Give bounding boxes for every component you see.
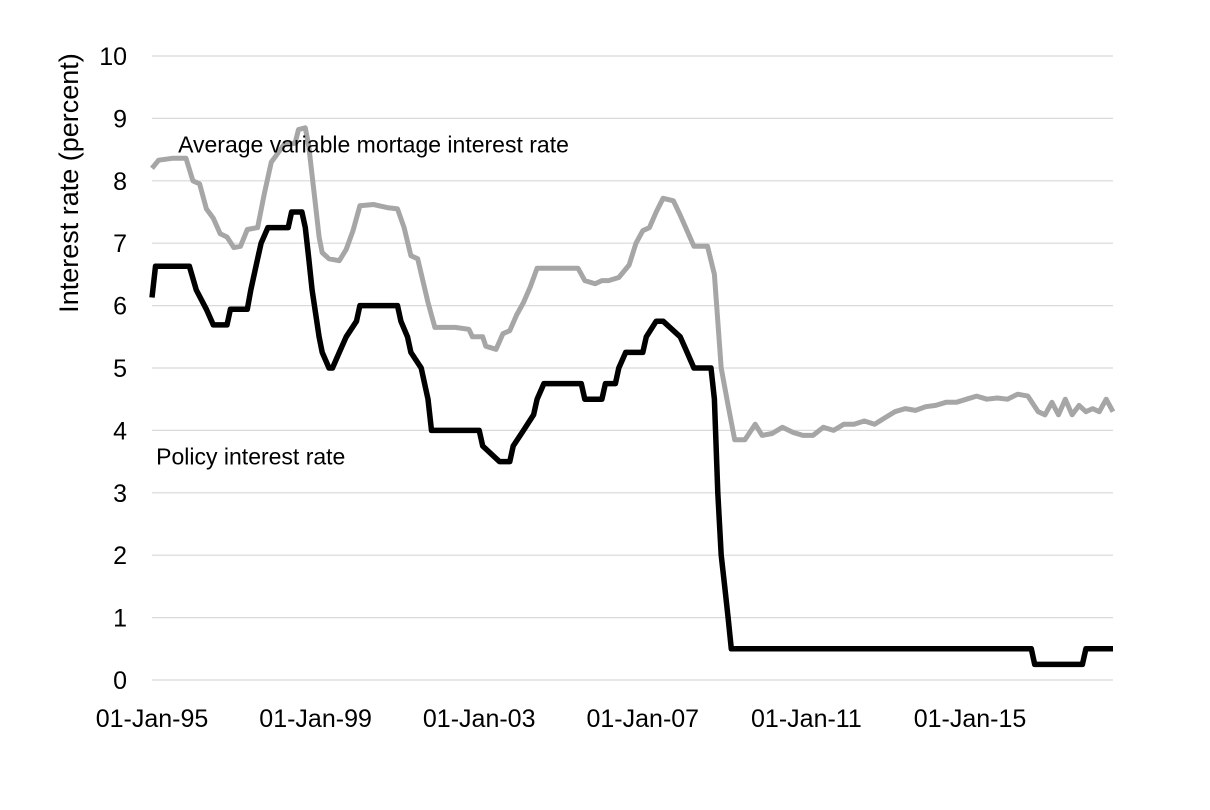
policy-rate-line [149,209,1113,668]
x-tick-label: 01-Jan-95 [96,705,209,733]
policy-rate-annotation: Policy interest rate [156,444,345,470]
y-tick-label: 0 [113,667,127,695]
x-tick-label: 01-Jan-11 [751,705,862,733]
y-axis-title: Interest rate (percent) [54,53,84,313]
x-axis-tick-labels: 01-Jan-95 01-Jan-99 01-Jan-03 01-Jan-07 01-J… [96,705,1027,733]
x-tick-label: 01-Jan-15 [914,705,1027,733]
x-tick-label: 01-Jan-07 [587,705,700,733]
series-annotations: Average variable mortage interest rate Po… [156,132,569,470]
x-tick-label: 01-Jan-03 [423,705,536,733]
mortgage-rate-annotation: Average variable mortage interest rate [178,132,569,158]
y-tick-label: 6 [113,293,127,321]
y-tick-label: 4 [113,417,127,445]
series-lines [149,125,1116,668]
x-tick-label: 01-Jan-99 [259,705,372,733]
y-tick-label: 5 [113,355,127,383]
y-tick-label: 8 [113,168,127,196]
y-tick-label: 1 [113,605,127,633]
y-tick-label: 10 [99,43,127,71]
y-tick-label: 9 [113,105,127,133]
y-tick-label: 3 [113,480,127,508]
y-tick-label: 2 [113,542,127,570]
y-tick-label: 7 [113,230,127,258]
mortgage-rate-line [150,125,1116,443]
y-axis-tick-labels: 0 1 2 3 4 5 6 7 8 9 10 [99,43,127,695]
